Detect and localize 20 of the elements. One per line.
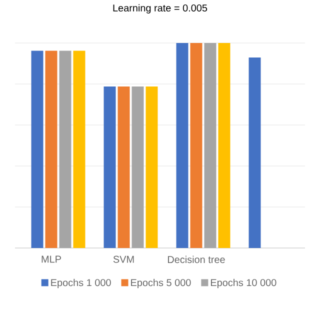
bar <box>218 42 230 248</box>
bar <box>204 42 216 248</box>
bar <box>146 86 158 248</box>
bar <box>132 86 144 248</box>
bar <box>176 42 188 248</box>
chart-title: Learning rate = 0.005 <box>113 4 208 14</box>
legend-label: Epochs 5 000 <box>131 278 191 288</box>
legend-label: Epochs 10 000 <box>210 278 276 288</box>
x-tick-label: MLP <box>42 256 61 263</box>
x-tick-label: Decision tree <box>168 256 225 264</box>
bar <box>118 86 130 248</box>
bar <box>190 42 202 248</box>
bar <box>59 50 72 248</box>
bar <box>104 86 116 248</box>
bar <box>248 58 261 248</box>
bar <box>73 50 86 248</box>
bar <box>31 50 44 248</box>
legend-label: Epochs 1 000 <box>51 278 111 288</box>
x-tick-label: SVM <box>113 256 134 263</box>
bar <box>45 50 58 248</box>
